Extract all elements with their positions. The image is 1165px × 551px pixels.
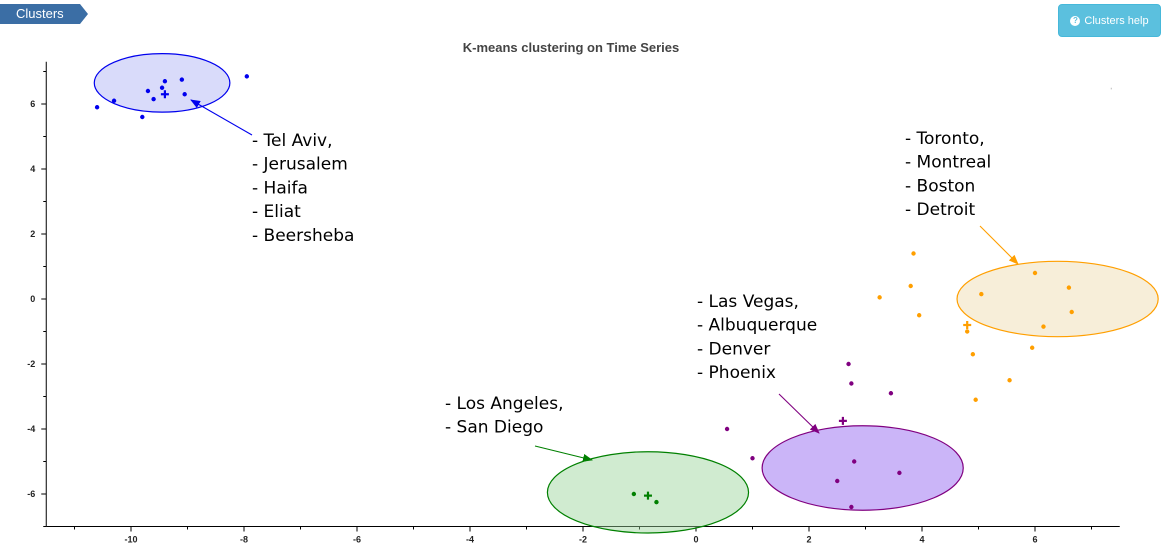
centroid-marker (160, 90, 169, 99)
y-tick-label: 4 (30, 164, 35, 174)
x-tick-label: -2 (579, 535, 587, 545)
data-point (179, 77, 185, 82)
data-point (111, 98, 117, 103)
data-point (970, 352, 976, 357)
chart-title: K-means clustering on Time Series (463, 40, 680, 55)
cluster-ellipse (93, 53, 231, 113)
data-point (849, 504, 854, 510)
data-point (750, 456, 755, 461)
cluster-member-label: - Los Angeles, (445, 394, 563, 414)
data-point (182, 92, 187, 97)
data-point (965, 329, 970, 334)
cluster-member-label: - Phoenix (697, 363, 776, 383)
annotation-arrow (190, 99, 253, 136)
x-tick-label: 2 (806, 535, 811, 545)
y-tick-label: -2 (27, 359, 35, 369)
data-point (916, 313, 922, 318)
x-tick-label: -4 (466, 535, 474, 545)
data-point (846, 361, 851, 367)
x-tick-label: 6 (1032, 535, 1037, 545)
cluster-member-label: - Toronto, (905, 129, 985, 149)
data-point (151, 96, 156, 102)
data-point (631, 491, 637, 497)
cluster-annotations: - Tel Aviv, - Jerusalem - Haifa - Eliat - Be… (190, 99, 1019, 462)
cluster-member-label: - Eliat (252, 202, 301, 222)
data-point (145, 88, 151, 94)
cluster-ellipse (761, 425, 964, 511)
cluster-member-label: - Beersheba (252, 226, 354, 246)
data-points (94, 74, 1074, 510)
data-point (849, 381, 854, 386)
data-point (140, 114, 145, 120)
x-tick-label: -8 (240, 535, 248, 545)
cluster-member-label: - Boston (905, 176, 975, 196)
data-point (973, 397, 978, 402)
cluster-member-label: - Montreal (905, 153, 991, 173)
clusters-help-button[interactable]: ? Clusters help (1058, 4, 1161, 37)
data-point (877, 295, 882, 300)
data-point (888, 391, 894, 396)
y-tick-label: 2 (30, 229, 35, 239)
cluster-ellipses (93, 53, 1159, 534)
cluster-member-label: - Las Vegas, (697, 292, 799, 312)
centroid-marker (643, 491, 652, 500)
x-tick-label: -6 (353, 535, 361, 545)
centroid-marker (838, 416, 847, 425)
cluster-member-label: - Jerusalem (252, 155, 348, 175)
x-tick-label: 0 (693, 535, 698, 545)
cluster-member-label: - San Diego (445, 418, 543, 438)
clusters-help-label: Clusters help (1084, 14, 1149, 27)
data-point (94, 105, 100, 110)
data-point (911, 251, 916, 256)
cluster-member-label: - Detroit (905, 200, 975, 220)
data-point (1029, 345, 1035, 350)
tab-clusters[interactable]: Clusters (0, 4, 88, 24)
data-point (852, 459, 857, 464)
cluster-member-label: - Albuquerque (697, 316, 817, 336)
centroid-marker (963, 321, 972, 329)
y-tick-label: -6 (27, 489, 35, 499)
data-point (1066, 285, 1072, 290)
data-point (835, 478, 840, 484)
data-point (162, 79, 168, 84)
y-tick-label: 0 (30, 294, 35, 304)
data-point (1007, 378, 1012, 383)
cluster-member-label: - Haifa (252, 178, 308, 198)
data-point (1041, 324, 1046, 329)
data-point (1069, 309, 1074, 315)
x-tick-label: -10 (124, 535, 137, 545)
data-point (244, 74, 250, 79)
cluster-ellipse (956, 260, 1159, 338)
data-point (897, 470, 902, 476)
data-point (908, 283, 913, 289)
y-tick-label: -4 (27, 424, 35, 434)
annotation-arrow (534, 445, 593, 462)
annotation-arrow (778, 393, 820, 434)
x-tick-label: 4 (919, 535, 924, 545)
data-point (654, 499, 659, 505)
data-point (979, 291, 984, 297)
data-point (1032, 270, 1038, 276)
cluster-member-label: - Tel Aviv, (252, 131, 333, 151)
question-circle-icon: ? (1070, 15, 1081, 26)
cluster-member-label: - Denver (697, 339, 770, 359)
annotation-arrow (979, 225, 1019, 265)
axes: -10 -8 -6 -4 -2 0 2 4 6 -6 -4 -2 0 2 4 6 (27, 61, 1120, 545)
data-point (724, 426, 730, 432)
y-tick-label: 6 (30, 99, 35, 109)
data-point (159, 85, 165, 90)
